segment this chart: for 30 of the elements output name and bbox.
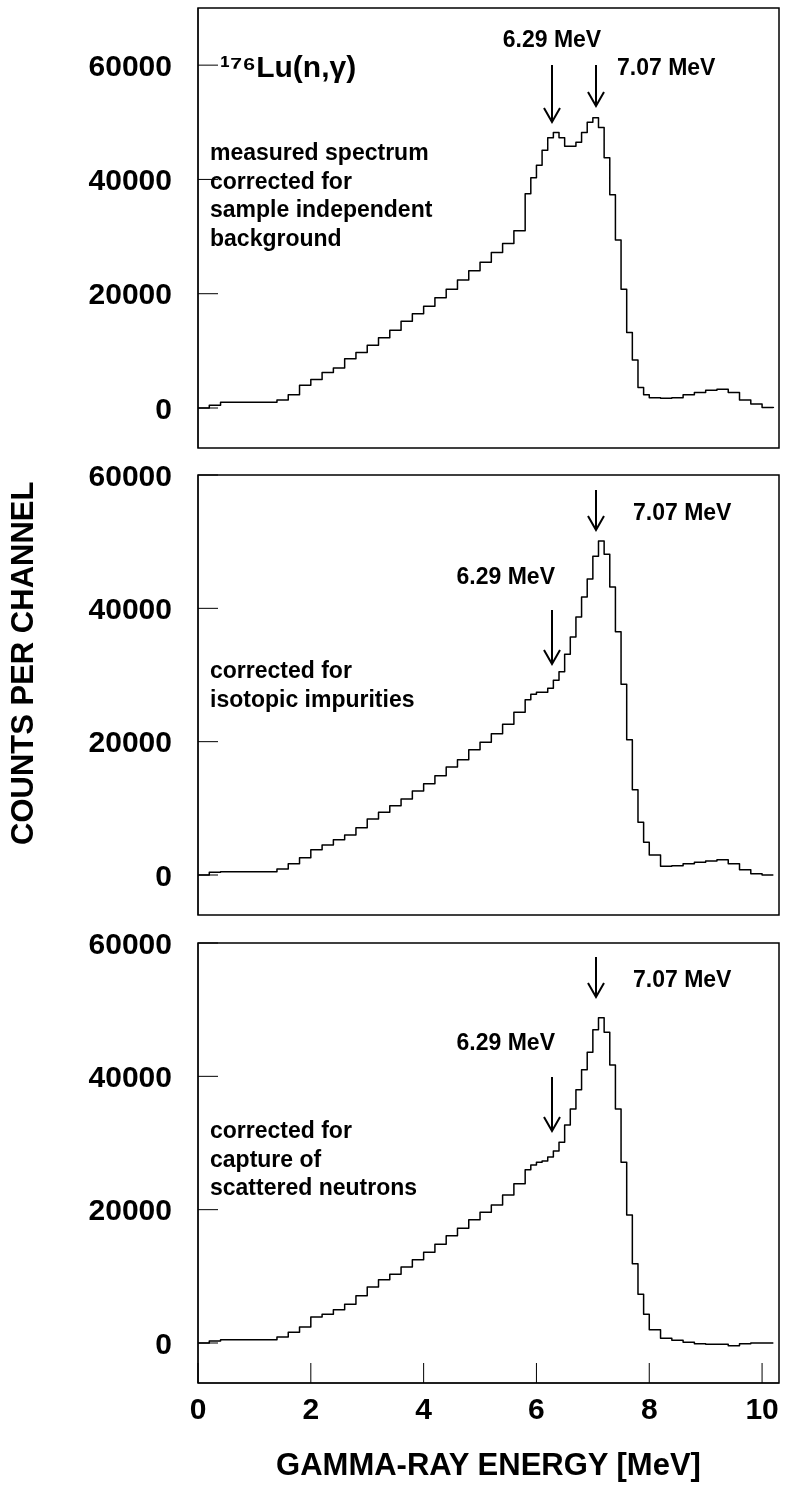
x-tick-label: 10 <box>745 1391 779 1425</box>
x-tick-label: 8 <box>640 1391 658 1425</box>
annotation: measured spectrum corrected for sample independent background <box>210 139 433 251</box>
annotation: 6.29 MeV <box>456 563 556 589</box>
y-tick-label: 20000 <box>88 1193 172 1227</box>
y-tick-label: 40000 <box>88 1059 172 1093</box>
annotation: 7.07 MeV <box>633 966 733 992</box>
annotation: corrected for capture of scattered neutrons <box>210 1117 418 1201</box>
x-tick-label: 0 <box>189 1391 207 1425</box>
x-tick-label: 2 <box>302 1391 320 1425</box>
y-tick-label: 0 <box>155 391 172 425</box>
y-tick-label: 40000 <box>88 591 172 625</box>
y-tick-label: 40000 <box>88 162 172 196</box>
y-tick-label: 0 <box>155 858 172 892</box>
x-axis-title: GAMMA-RAY ENERGY [MeV] <box>276 1447 701 1482</box>
annotation: ¹⁷⁶Lu(n,γ) <box>220 50 357 83</box>
annotation: 6.29 MeV <box>456 1029 556 1055</box>
x-tick-label: 6 <box>528 1391 545 1425</box>
y-tick-label: 60000 <box>88 458 172 492</box>
y-tick-label: 0 <box>155 1326 172 1360</box>
annotation: 7.07 MeV <box>633 499 733 525</box>
annotation: 7.07 MeV <box>617 54 717 80</box>
y-tick-label: 60000 <box>88 48 172 82</box>
x-tick-label: 4 <box>415 1391 433 1425</box>
annotation: 6.29 MeV <box>502 26 602 52</box>
annotation: corrected for isotopic impurities <box>210 657 415 712</box>
y-tick-label: 20000 <box>88 725 172 759</box>
y-axis-title: COUNTS PER CHANNEL <box>5 481 41 845</box>
y-tick-label: 60000 <box>88 926 172 960</box>
y-tick-label: 20000 <box>88 277 172 311</box>
